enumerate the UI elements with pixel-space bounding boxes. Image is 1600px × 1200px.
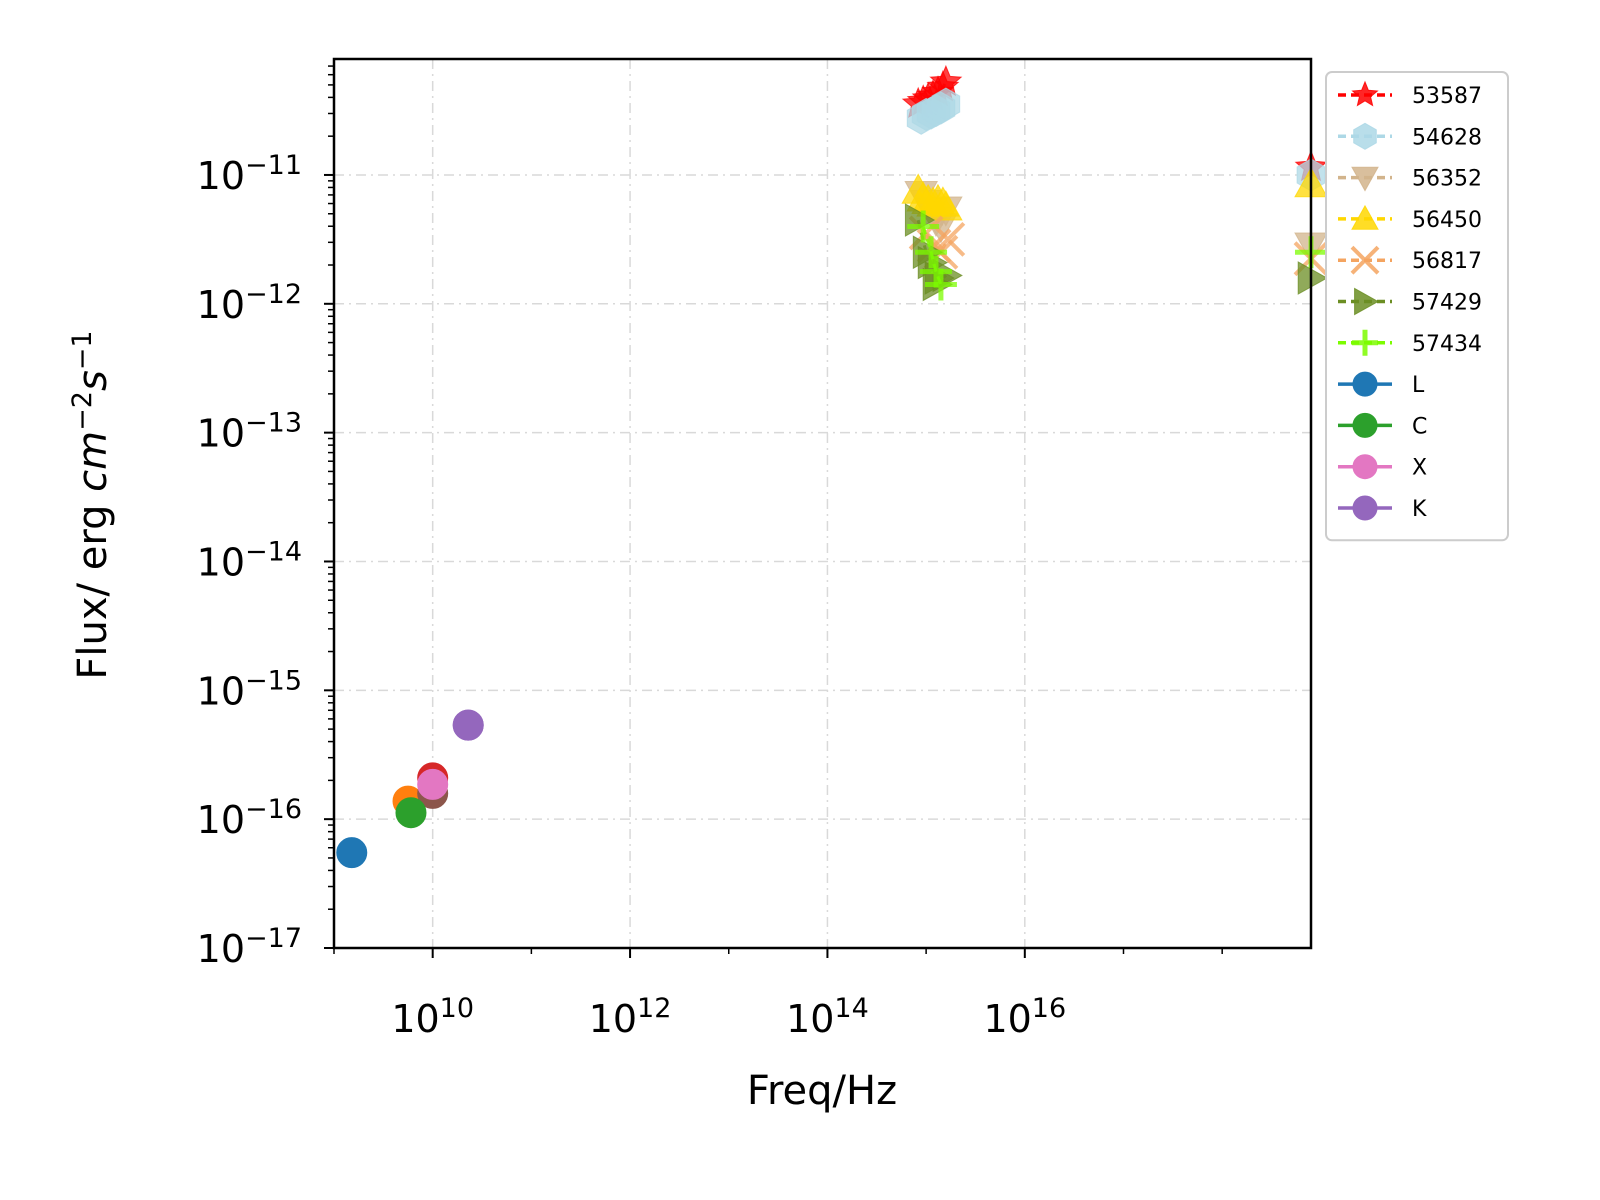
plot-marks xyxy=(336,64,1329,869)
data-point xyxy=(336,837,368,869)
y-tick-label: 10−15 xyxy=(197,665,302,714)
legend-marker xyxy=(1351,166,1379,192)
data-point xyxy=(395,797,427,829)
x-tick-label: 1012 xyxy=(589,993,672,1042)
x-tick-labels: 1010 1012 1014 1016 xyxy=(391,993,1066,1042)
x-tick-label: 1016 xyxy=(983,993,1066,1042)
legend-label: X xyxy=(1412,456,1427,481)
legend-item: 57434 xyxy=(1338,329,1482,357)
legend-item: X xyxy=(1338,454,1427,481)
series-K xyxy=(452,709,484,741)
legend-label: 53587 xyxy=(1412,84,1482,109)
legend-marker xyxy=(1352,329,1378,356)
x-tick-label: 1014 xyxy=(786,993,869,1042)
legend-marker xyxy=(1352,412,1378,438)
series-X xyxy=(417,768,449,800)
data-point xyxy=(931,87,961,121)
legend-label: 56817 xyxy=(1412,249,1482,274)
y-tick-label: 10−17 xyxy=(197,923,302,972)
y-tick-label: 10−14 xyxy=(197,536,302,585)
data-point xyxy=(1297,261,1329,295)
y-tick-label: 10−13 xyxy=(197,407,302,456)
legend-label: C xyxy=(1412,414,1427,439)
series-L xyxy=(336,837,368,869)
legend-marker xyxy=(1351,80,1379,107)
legend-label: 54628 xyxy=(1412,125,1482,150)
legend-marker xyxy=(1354,287,1380,316)
plot-frame xyxy=(332,57,1313,950)
legend-item: 56817 xyxy=(1338,245,1482,275)
legend-item: C xyxy=(1338,412,1427,439)
legend-item: 57429 xyxy=(1338,287,1482,316)
grid xyxy=(334,59,1311,948)
y-tick-label: 10−11 xyxy=(197,149,302,198)
legend-item: 53587 xyxy=(1338,80,1482,109)
legend-marker xyxy=(1350,245,1380,275)
legend-item: 54628 xyxy=(1338,122,1482,150)
legend-label: 57434 xyxy=(1412,332,1482,357)
series-C xyxy=(395,797,427,829)
legend-label: L xyxy=(1412,373,1425,398)
data-point xyxy=(924,268,957,301)
data-point xyxy=(417,768,449,800)
major-ticks xyxy=(324,173,1026,958)
legend-label: 56450 xyxy=(1412,208,1482,233)
data-point xyxy=(907,210,940,243)
legend-item: L xyxy=(1338,371,1425,398)
legend-label: 57429 xyxy=(1412,291,1482,316)
legend-marker xyxy=(1352,371,1378,397)
x-axis-label: Freq/Hz xyxy=(747,1068,897,1114)
legend-marker xyxy=(1352,454,1378,480)
data-point xyxy=(929,190,963,221)
legend-label: K xyxy=(1412,497,1427,522)
legend-item: 56450 xyxy=(1338,204,1482,233)
series-56450 xyxy=(901,166,1328,221)
legend-marker xyxy=(1351,204,1379,230)
x-tick-label: 1010 xyxy=(391,993,474,1042)
svg-text:Flux/ erg cm−2s−1: Flux/ erg cm−2s−1 xyxy=(67,330,117,679)
y-tick-label: 10−16 xyxy=(197,794,302,843)
data-point xyxy=(915,236,948,269)
legend-marker xyxy=(1353,122,1377,150)
legend-marker xyxy=(1352,495,1378,521)
data-point xyxy=(452,709,484,741)
legend-item: 56352 xyxy=(1338,167,1482,192)
y-tick-label: 10−12 xyxy=(197,278,302,327)
y-tick-labels: 10−11 10−12 10−13 10−14 10−15 10−16 10−17 xyxy=(197,149,302,971)
legend-label: 56352 xyxy=(1412,167,1482,192)
y-axis-label: Flux/ erg cm−2s−1 xyxy=(67,330,117,679)
legend-item: K xyxy=(1338,495,1427,522)
